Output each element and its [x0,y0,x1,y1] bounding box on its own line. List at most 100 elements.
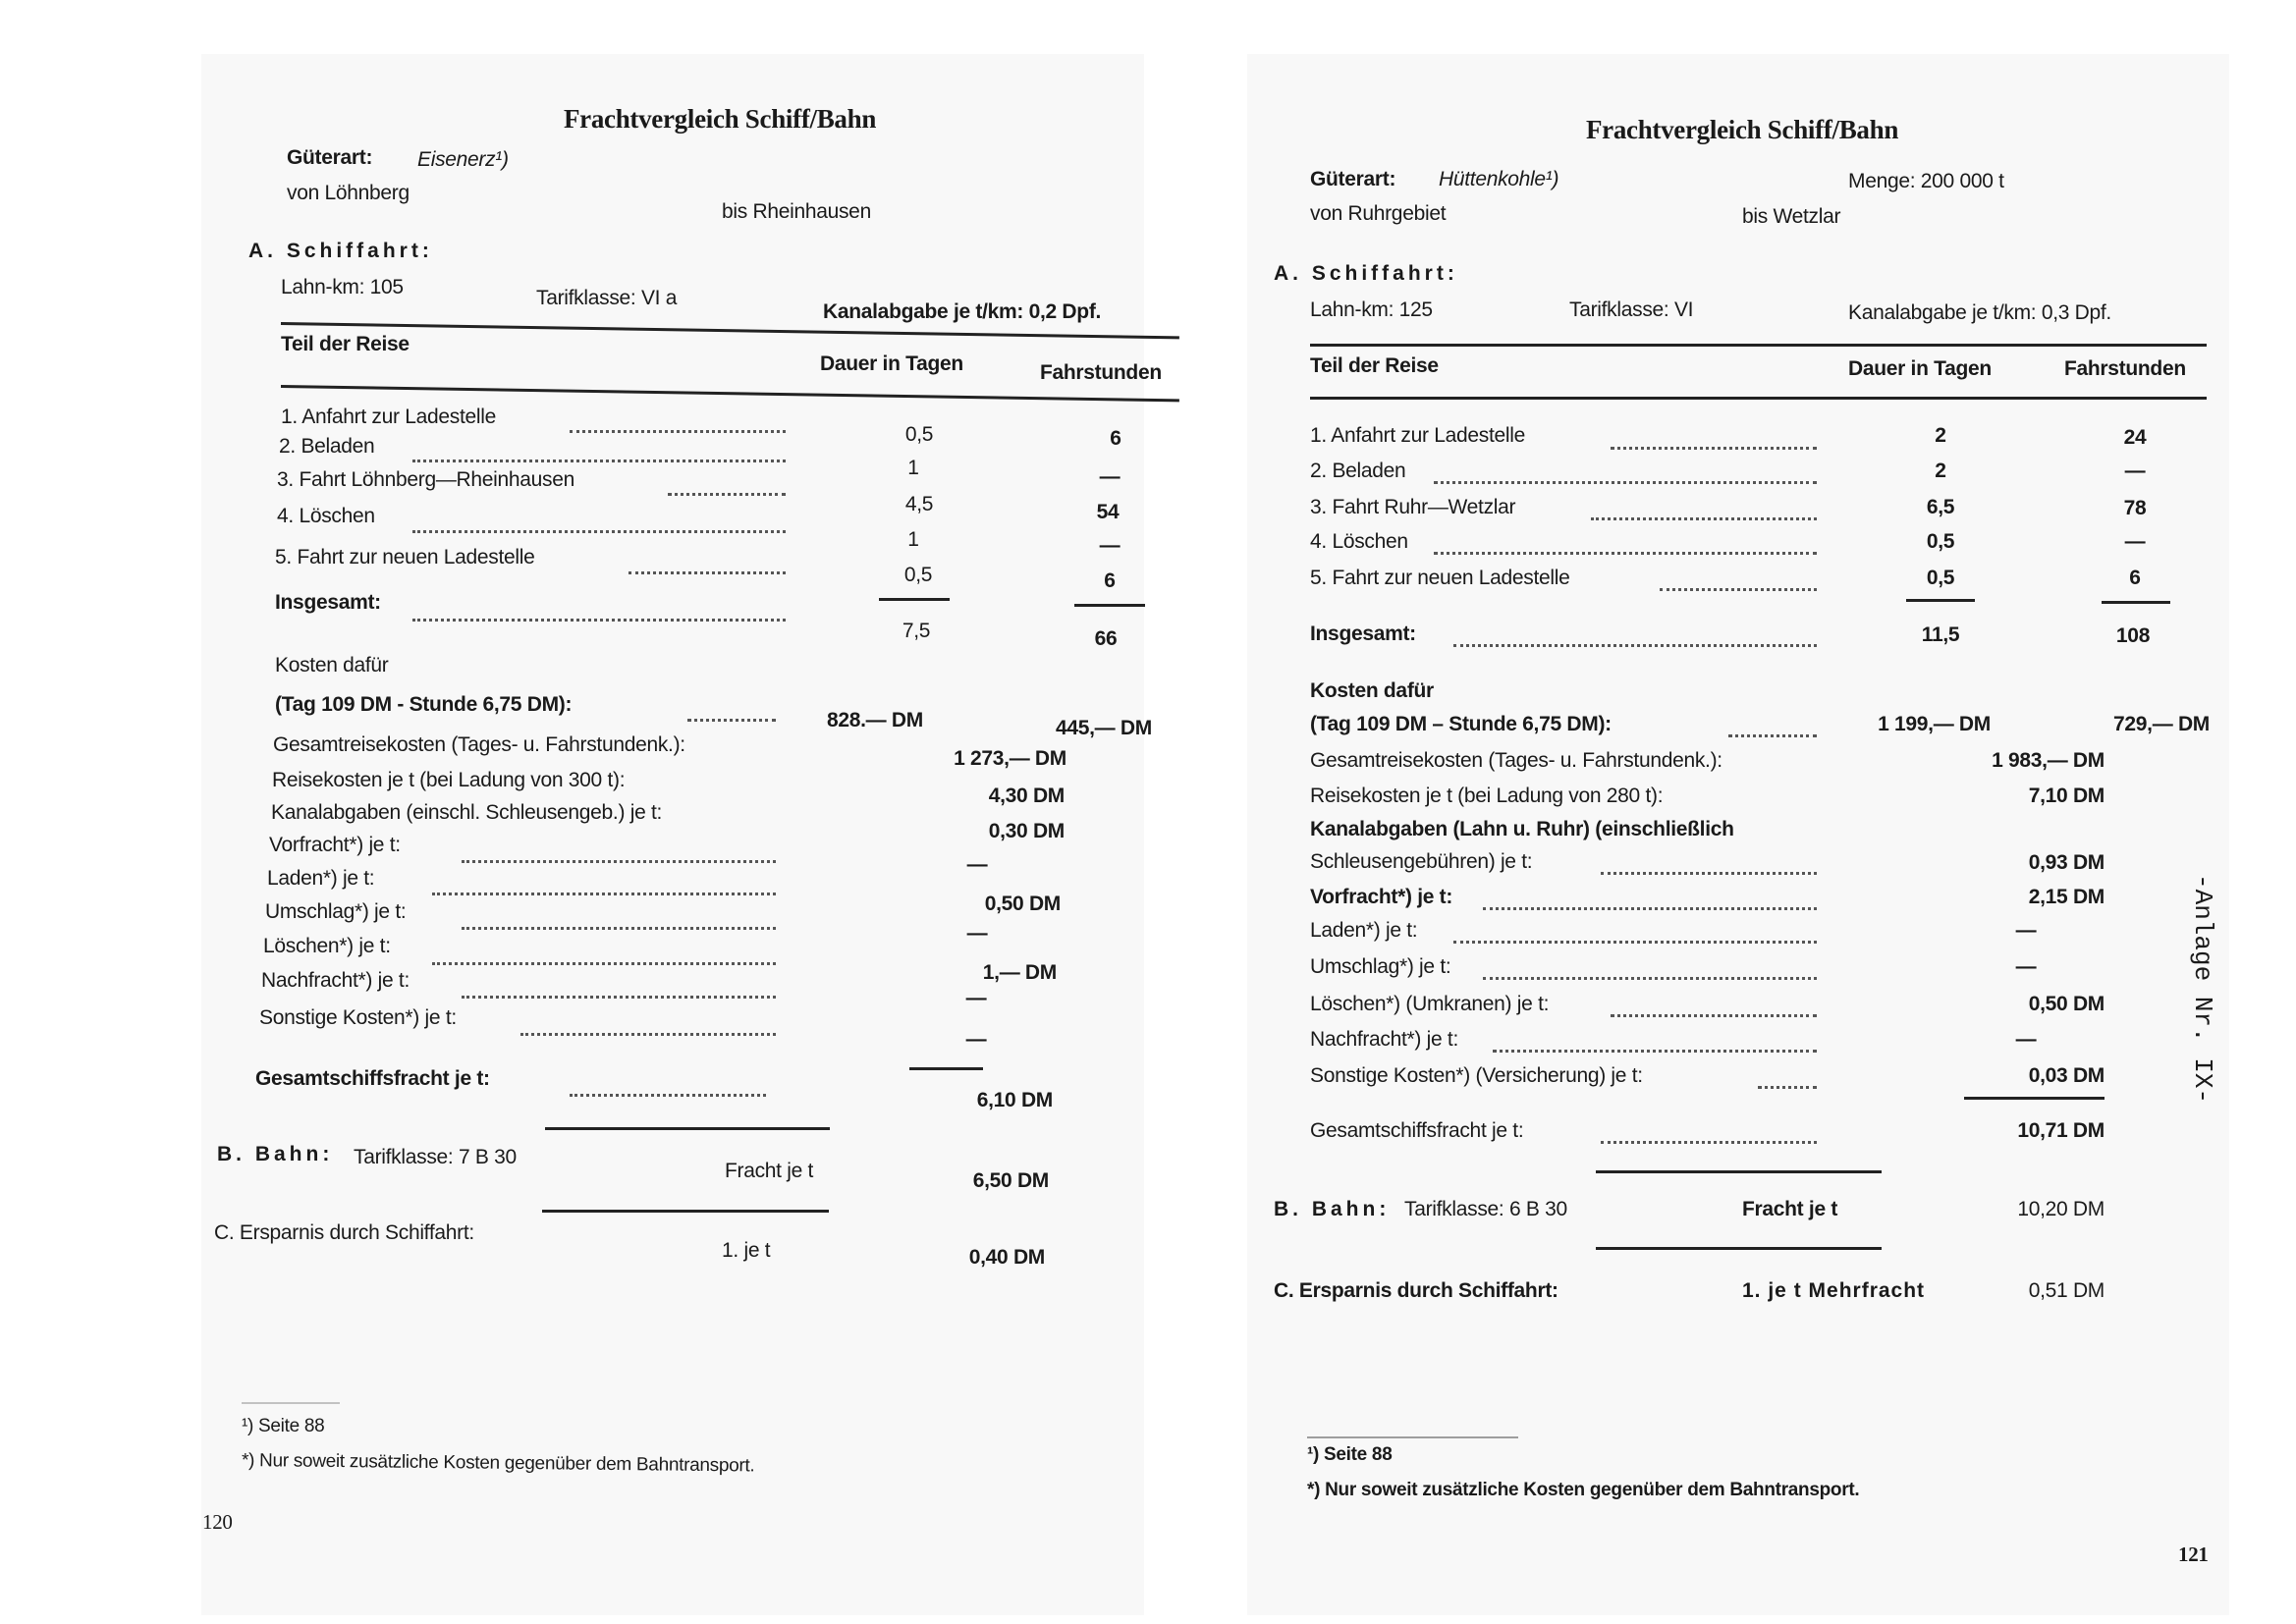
row-label: 5. Fahrt zur neuen Ladestelle [1310,567,1570,589]
row-dauer: 1 [907,457,919,479]
col-dauer: Dauer in Tagen [1848,357,1992,380]
row-fahrstunden: 6 [1104,569,1116,592]
ersparnis-value: 0,40 DM [968,1246,1046,1269]
cost-label: Reisekosten je t (bei Ladung von 300 t): [272,769,626,791]
footnote-2: *) Nur soweit zusätzliche Kosten gegenüb… [1307,1480,1860,1500]
row-dauer: 6,5 [1926,496,1955,518]
kosten-dafuer: Kosten dafür [1310,679,1434,702]
cost-label: Schleusengebühren) je t: [1310,850,1533,873]
cost-label: Nachfracht*) je t: [1310,1028,1458,1051]
divider [1596,1247,1882,1250]
kanalabgabe: Kanalabgabe je t/km: 0,2 Dpf. [823,300,1102,323]
col-teil-der-reise: Teil der Reise [281,333,410,355]
row-label: 3. Fahrt Ruhr—Wetzlar [1310,496,1516,518]
cost-label: Reisekosten je t (bei Ladung von 280 t): [1310,785,1664,807]
row-fahrstunden: 54 [1096,501,1120,523]
dot-leader [1434,481,1817,484]
stunde-cost: 445,— DM [1056,717,1152,739]
dot-leader [412,530,786,533]
cost-label: Sonstige Kosten*) (Versicherung) je t: [1310,1064,1643,1087]
dot-leader [570,1094,766,1097]
section-b-heading: B. Bahn: [217,1144,333,1164]
ersparnis-value: 0,51 DM [2028,1279,2105,1302]
cost-label: Löschen*) je t: [263,935,391,957]
dot-leader [687,719,776,722]
dot-leader [1611,447,1817,450]
row-fahrstunden: 6 [1110,427,1121,450]
route-from: von Löhnberg [287,182,410,204]
row-fahrstunden: 24 [2123,426,2147,449]
row-dauer: 0,5 [1926,567,1955,589]
row-dauer: 0,5 [904,423,934,446]
total-fahrstunden: 66 [1094,627,1118,650]
cost-value: 0,03 DM [2028,1064,2105,1087]
bahn-tarifklasse: Tarifklasse: 6 B 30 [1404,1198,1567,1220]
bahn-fracht-value: 6,50 DM [972,1169,1050,1192]
section-c-heading: C. Ersparnis durch Schiffahrt: [214,1221,474,1244]
bahn-fracht-label: Fracht je t [1742,1198,1838,1220]
dot-leader [1453,941,1817,944]
bahn-tarifklasse: Tarifklasse: 7 B 30 [354,1146,517,1168]
row-fahrstunden: — [1099,465,1121,488]
cost-value: 1 983,— DM [1992,749,2105,772]
cost-label: Löschen*) (Umkranen) je t: [1310,993,1550,1015]
row-dauer: 4,5 [904,493,934,515]
cost-label: Gesamtreisekosten (Tages- u. Fahrstunden… [1310,749,1722,772]
ersparnis-label: 1. je t [722,1239,771,1262]
left-page [201,54,1144,1615]
cost-value: 1 273,— DM [954,747,1066,770]
sum-line [1074,604,1145,607]
sum-line [1906,599,1975,602]
section-c-heading: C. Ersparnis durch Schiffahrt: [1274,1279,1558,1302]
gueterart-value: Hüttenkohle¹) [1439,168,1559,190]
col-fahrstunden: Fahrstunden [1040,361,1162,384]
tag-stunde-label: (Tag 109 DM – Stunde 6,75 DM): [1310,713,1612,735]
dot-leader [1483,907,1817,910]
dot-leader [1728,734,1817,737]
page-number: 120 [202,1510,233,1534]
dot-leader [412,460,786,462]
dot-leader [1453,644,1817,647]
tag-stunde-label: (Tag 109 DM - Stunde 6,75 DM): [275,693,573,716]
route-from: von Ruhrgebiet [1310,202,1447,225]
dot-leader [462,860,776,863]
tarifklasse: Tarifklasse: VI [1569,298,1694,321]
sum-line [909,1067,983,1070]
divider [545,1127,830,1130]
row-fahrstunden: 78 [2123,497,2147,519]
cost-label: Kanalabgaben (Lahn u. Ruhr) (einschließl… [1310,818,1734,840]
cost-label: Nachfracht*) je t: [261,969,410,992]
cost-value: 0,50 DM [984,893,1062,915]
footnote-1: ¹) Seite 88 [242,1416,325,1436]
cost-value: — [966,922,988,945]
row-dauer: 1 [907,528,919,551]
tag-cost: 1 199,— DM [1878,713,1991,735]
annex-note: -Anlage Nr. IX- [2188,874,2217,1105]
cost-value: — [965,987,987,1009]
row-fahrstunden: — [1099,534,1121,557]
tarifklasse: Tarifklasse: VI a [536,287,678,309]
footnote-rule [242,1402,340,1404]
ersparnis-label: 1. je t Mehrfracht [1742,1279,1926,1302]
kanalabgabe: Kanalabgabe je t/km: 0,3 Dpf. [1848,301,2111,324]
footnote-1: ¹) Seite 88 [1307,1444,1393,1465]
divider [1310,397,2207,400]
cost-value: 7,10 DM [2028,785,2105,807]
page-title: Frachtvergleich Schiff/Bahn [563,104,877,134]
section-b-heading: B. Bahn: [1274,1199,1390,1219]
sum-line [1964,1097,2105,1100]
dot-leader [668,493,786,496]
cost-label: Vorfracht*) je t: [1310,886,1453,908]
gesamtschiffsfracht-label: Gesamtschiffsfracht je t: [255,1067,490,1090]
bahn-fracht-value: 10,20 DM [2017,1198,2105,1220]
menge: Menge: 200 000 t [1848,170,2004,192]
row-label: 5. Fahrt zur neuen Ladestelle [275,546,535,568]
sum-line [879,598,950,601]
dot-leader [432,962,776,965]
cost-value: 1,— DM [982,961,1058,984]
cost-label: Laden*) je t: [1310,919,1418,942]
cost-value: — [2015,955,2037,978]
kosten-dafuer: Kosten dafür [275,654,389,677]
row-dauer: 0,5 [1926,530,1955,553]
cost-value: 0,30 DM [988,820,1066,842]
